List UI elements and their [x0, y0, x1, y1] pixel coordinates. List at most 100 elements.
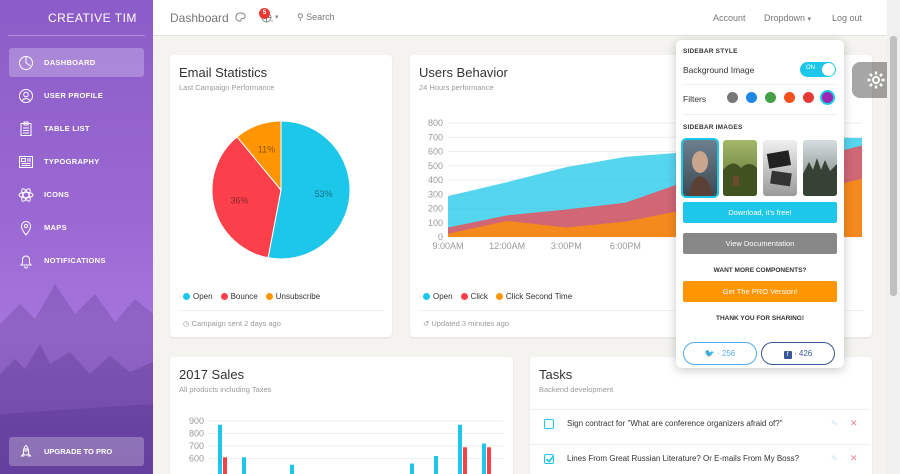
card-subtitle: 24 Hours performance [419, 83, 494, 92]
task-checkbox-checked[interactable] [544, 454, 555, 464]
task-row: Lines From Great Russian Literature? Or … [530, 444, 870, 474]
card-title: Users Behavior [419, 65, 508, 80]
upgrade-to-pro-button[interactable]: UPGRADE TO PRO [9, 437, 144, 466]
filters-label: Filters [683, 94, 707, 104]
y-tick-label: 700 [428, 132, 443, 142]
account-link[interactable]: Account [713, 13, 746, 23]
notification-badge: 5 [259, 8, 270, 19]
sidebar-image-thumb-4[interactable] [803, 140, 837, 196]
page-scrollbar[interactable] [887, 0, 900, 474]
sales-bar [290, 464, 294, 474]
sidebar-item-label: MAPS [44, 223, 67, 232]
sidebar-item-user-profile[interactable]: USER PROFILE [9, 81, 144, 110]
task-row: Sign contract for "What are conference o… [530, 409, 870, 439]
y-tick-label: 0 [438, 232, 443, 242]
sidebar-nav: DASHBOARD USER PROFILE TABLE LIST TYPOGR… [0, 48, 153, 275]
chart-legend: Open Bounce Unsubscribe [183, 292, 320, 301]
task-checkbox[interactable] [544, 419, 554, 429]
close-icon[interactable]: ✕ [850, 418, 858, 428]
scrollbar-thumb[interactable] [890, 36, 897, 296]
sidebar-image-thumb-2[interactable] [723, 140, 757, 196]
close-icon[interactable]: ✕ [850, 453, 858, 463]
x-tick-label: 9:00AM [432, 241, 463, 251]
sales-bar-chart: 600 700 800 900 [189, 417, 503, 474]
sidebar-images-heading: SIDEBAR IMAGES [683, 124, 743, 131]
facebook-share-button[interactable]: f · 426 [761, 342, 835, 365]
get-pro-button[interactable]: Get The PRO Version! [683, 281, 837, 302]
sidebar-item-typography[interactable]: TYPOGRAPHY [9, 147, 144, 176]
palette-icon[interactable] [235, 12, 246, 25]
card-subtitle: All products including Taxes [179, 385, 272, 394]
email-statistics-card: Email Statistics Last Campaign Performan… [170, 55, 392, 337]
sales-bar [434, 456, 438, 474]
filter-swatch-purple[interactable] [822, 92, 833, 103]
pin-icon [17, 219, 35, 237]
y-tick-label: 700 [189, 441, 204, 451]
card-subtitle: Backend development [539, 385, 614, 394]
twitter-share-button[interactable]: 🐦 · 256 [683, 342, 757, 365]
sales-bar [463, 447, 467, 474]
dropdown-menu[interactable]: Dropdown ▾ [764, 13, 812, 23]
sidebar-item-dashboard[interactable]: DASHBOARD [9, 48, 144, 77]
background-image-label: Background Image [683, 65, 755, 75]
sidebar-style-heading: SIDEBAR STYLE [683, 48, 738, 55]
sidebar-item-label: TABLE LIST [44, 124, 90, 133]
card-subtitle: Last Campaign Performance [179, 83, 275, 92]
legend-click: Click [460, 292, 488, 301]
background-image-toggle[interactable]: ON [800, 62, 836, 77]
sales-bar [223, 457, 227, 474]
user-icon [17, 87, 35, 105]
news-icon [17, 153, 35, 171]
card-divider [179, 310, 383, 311]
x-tick-label: 12:00AM [489, 241, 525, 251]
sales-bar [218, 424, 222, 474]
sidebar-image-thumb-3[interactable] [763, 140, 797, 196]
filter-swatch-gray[interactable] [727, 92, 738, 103]
sidebar-background-image [0, 284, 153, 474]
tasks-card: Tasks Backend development Sign contract … [530, 357, 872, 474]
filter-color-swatches [727, 92, 833, 103]
search-link[interactable]: ⚲ Search [297, 12, 335, 22]
pie-slice-unsubscribe [236, 120, 282, 192]
legend-click-second-time: Click Second Time [495, 292, 572, 301]
sidebar-item-icons[interactable]: ICONS [9, 180, 144, 209]
sidebar-image-thumb-1[interactable] [683, 140, 717, 196]
card-footer: ◷ Campaign sent 2 days ago [183, 319, 281, 328]
gear-icon [867, 71, 885, 89]
dashboard-icon [17, 54, 35, 72]
thank-you-heading: THANK YOU FOR SHARING! [716, 315, 804, 322]
filter-swatch-green[interactable] [765, 92, 776, 103]
page-title: Dashboard [170, 11, 229, 25]
divider [683, 84, 837, 85]
pie-slice-bounce [211, 136, 282, 259]
y-tick-label: 300 [428, 189, 443, 199]
sales-bar [482, 443, 486, 474]
card-title: 2017 Sales [179, 367, 245, 382]
sidebar-item-notifications[interactable]: NOTIFICATIONS [9, 246, 144, 275]
sidebar-item-table-list[interactable]: TABLE LIST [9, 114, 144, 143]
brand-logo[interactable]: CREATIVE TIM [8, 0, 145, 36]
settings-panel: SIDEBAR STYLE Background Image ON Filter… [676, 40, 844, 368]
sidebar-item-label: TYPOGRAPHY [44, 157, 100, 166]
y-tick-label: 600 [428, 147, 443, 157]
caret-down-icon: ▾ [807, 16, 812, 23]
upgrade-label: UPGRADE TO PRO [44, 447, 113, 456]
filter-swatch-blue[interactable] [746, 92, 757, 103]
view-documentation-button[interactable]: View Documentation [683, 233, 837, 254]
top-navbar: Dashboard 5 ▾ ⚲ Search Account Dropdown … [153, 0, 900, 36]
sidebar-item-maps[interactable]: MAPS [9, 213, 144, 242]
legend-open: Open [183, 292, 213, 301]
sidebar-item-label: USER PROFILE [44, 91, 104, 100]
facebook-icon: f [783, 351, 792, 359]
edit-icon[interactable]: ✎ [831, 454, 838, 463]
filter-swatch-orange[interactable] [784, 92, 795, 103]
logout-link[interactable]: Log out [832, 13, 863, 23]
edit-icon[interactable]: ✎ [831, 419, 838, 428]
card-divider [419, 310, 863, 311]
card-title: Tasks [539, 367, 573, 382]
filter-swatch-red[interactable] [803, 92, 814, 103]
download-button[interactable]: Download, it's free! [683, 202, 837, 223]
y-tick-label: 800 [428, 118, 443, 128]
pie-label: 53% [315, 189, 333, 199]
legend-unsubscribe: Unsubscribe [265, 292, 320, 301]
